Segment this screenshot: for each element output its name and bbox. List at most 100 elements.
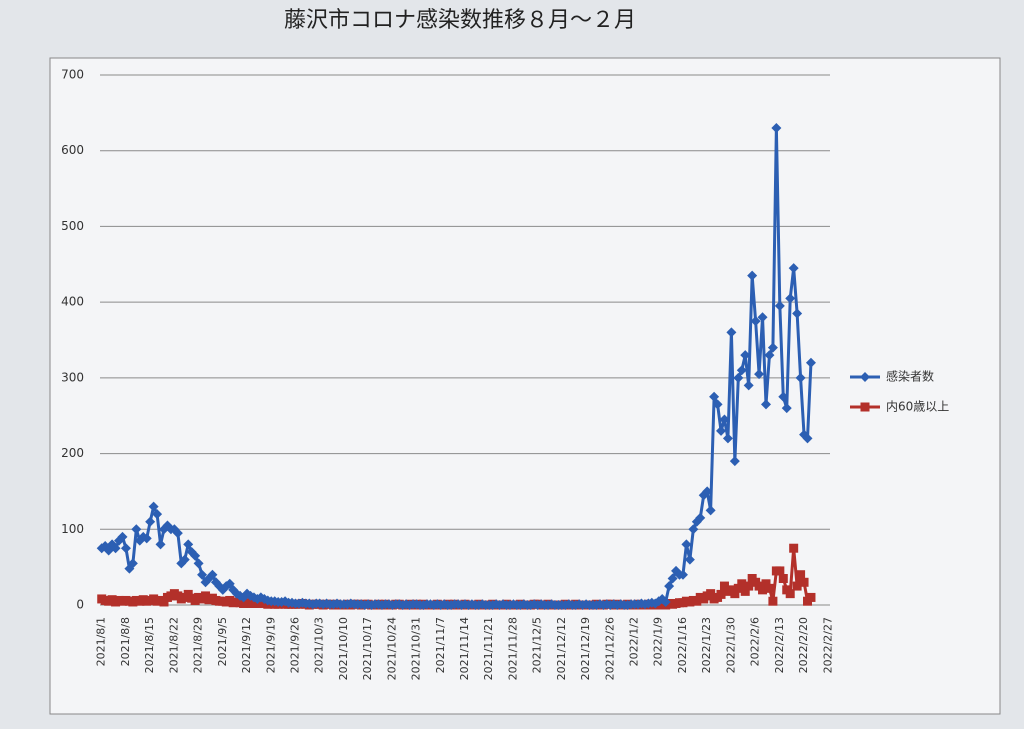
data-point xyxy=(706,589,716,599)
data-point xyxy=(684,554,695,565)
data-point xyxy=(159,597,169,607)
data-point xyxy=(677,569,688,580)
data-point xyxy=(733,583,743,593)
data-point xyxy=(781,403,792,414)
data-point xyxy=(806,592,816,602)
data-point xyxy=(760,399,771,410)
data-point xyxy=(719,581,729,591)
data-point xyxy=(193,558,204,569)
data-point xyxy=(155,539,166,550)
y-tick-label: 500 xyxy=(61,219,84,233)
legend-marker xyxy=(860,372,870,382)
data-point xyxy=(207,569,218,580)
x-tick-label: 2021/12/5 xyxy=(531,617,544,673)
data-point xyxy=(785,293,796,304)
data-point xyxy=(743,380,754,391)
data-point xyxy=(152,509,163,520)
data-point xyxy=(750,316,761,327)
data-point xyxy=(110,543,121,554)
y-tick-label: 400 xyxy=(61,295,84,309)
legend-label: 内60歳以上 xyxy=(886,400,949,414)
data-point xyxy=(705,505,716,516)
data-point xyxy=(795,372,806,383)
x-tick-label: 2021/12/26 xyxy=(603,617,616,680)
x-tick-label: 2022/1/2 xyxy=(628,617,641,666)
x-tick-label: 2021/8/29 xyxy=(192,617,205,673)
data-point xyxy=(117,531,128,542)
x-tick-label: 2022/1/9 xyxy=(652,617,665,666)
data-point xyxy=(719,414,730,425)
x-tick-label: 2021/12/19 xyxy=(579,617,592,680)
data-point xyxy=(796,570,806,580)
data-point xyxy=(768,596,778,606)
data-point xyxy=(792,581,802,591)
data-point xyxy=(702,486,713,497)
data-point xyxy=(747,270,758,281)
legend-marker xyxy=(860,402,870,412)
data-point xyxy=(736,365,747,376)
x-tick-label: 2021/9/19 xyxy=(264,617,277,673)
data-point xyxy=(664,581,675,592)
x-tick-label: 2021/11/28 xyxy=(506,617,519,680)
data-point xyxy=(730,589,740,599)
data-point xyxy=(709,391,720,402)
data-point xyxy=(127,558,138,569)
data-point xyxy=(778,391,789,402)
x-tick-label: 2021/10/10 xyxy=(337,617,350,680)
x-tick-label: 2021/8/8 xyxy=(119,617,132,666)
data-point xyxy=(764,350,775,361)
x-tick-label: 2021/10/17 xyxy=(361,617,374,680)
data-point xyxy=(131,524,142,535)
x-tick-label: 2022/2/20 xyxy=(797,617,810,673)
data-point xyxy=(190,550,201,561)
data-point xyxy=(695,512,706,523)
data-point xyxy=(785,589,795,599)
data-point xyxy=(789,543,799,553)
data-point xyxy=(179,554,190,565)
y-tick-label: 300 xyxy=(61,370,84,384)
data-point xyxy=(172,528,183,539)
x-tick-label: 2022/1/16 xyxy=(676,617,689,673)
data-point xyxy=(716,589,726,599)
data-point xyxy=(667,573,678,584)
y-tick-label: 100 xyxy=(61,522,84,536)
data-point xyxy=(197,569,208,580)
data-point xyxy=(757,312,768,323)
x-tick-label: 2021/10/31 xyxy=(410,617,423,680)
data-point xyxy=(744,581,754,591)
x-tick-label: 2022/1/30 xyxy=(724,617,737,673)
x-tick-label: 2021/9/5 xyxy=(216,617,229,666)
y-tick-label: 200 xyxy=(61,446,84,460)
data-point xyxy=(792,308,803,319)
x-tick-label: 2022/2/27 xyxy=(821,617,834,673)
data-point xyxy=(771,123,782,133)
data-point xyxy=(805,357,816,368)
legend-label: 感染者数 xyxy=(886,369,934,384)
data-point xyxy=(120,543,131,554)
chart-area xyxy=(49,57,1001,715)
x-tick-label: 2021/12/12 xyxy=(555,617,568,680)
x-tick-label: 2021/11/14 xyxy=(458,617,471,680)
x-tick-label: 2022/1/23 xyxy=(700,617,713,673)
data-point xyxy=(688,524,699,535)
x-tick-label: 2021/8/15 xyxy=(143,617,156,673)
x-tick-label: 2021/11/21 xyxy=(482,617,495,680)
data-point xyxy=(764,583,774,593)
data-point xyxy=(802,433,813,444)
x-tick-label: 2021/9/26 xyxy=(288,617,301,673)
x-tick-label: 2021/8/1 xyxy=(95,617,108,666)
data-point xyxy=(733,372,744,383)
data-point xyxy=(729,456,740,467)
data-point xyxy=(716,425,727,436)
x-tick-label: 2021/10/24 xyxy=(385,617,398,680)
data-point xyxy=(774,300,785,311)
data-point xyxy=(737,579,747,589)
data-point xyxy=(726,327,737,338)
data-point xyxy=(799,577,809,587)
data-point xyxy=(148,501,159,512)
y-tick-label: 700 xyxy=(61,68,84,82)
data-point xyxy=(183,539,194,550)
chart-title: 藤沢市コロナ感染数推移８月～２月 xyxy=(284,8,636,33)
x-tick-label: 2021/10/3 xyxy=(313,617,326,673)
